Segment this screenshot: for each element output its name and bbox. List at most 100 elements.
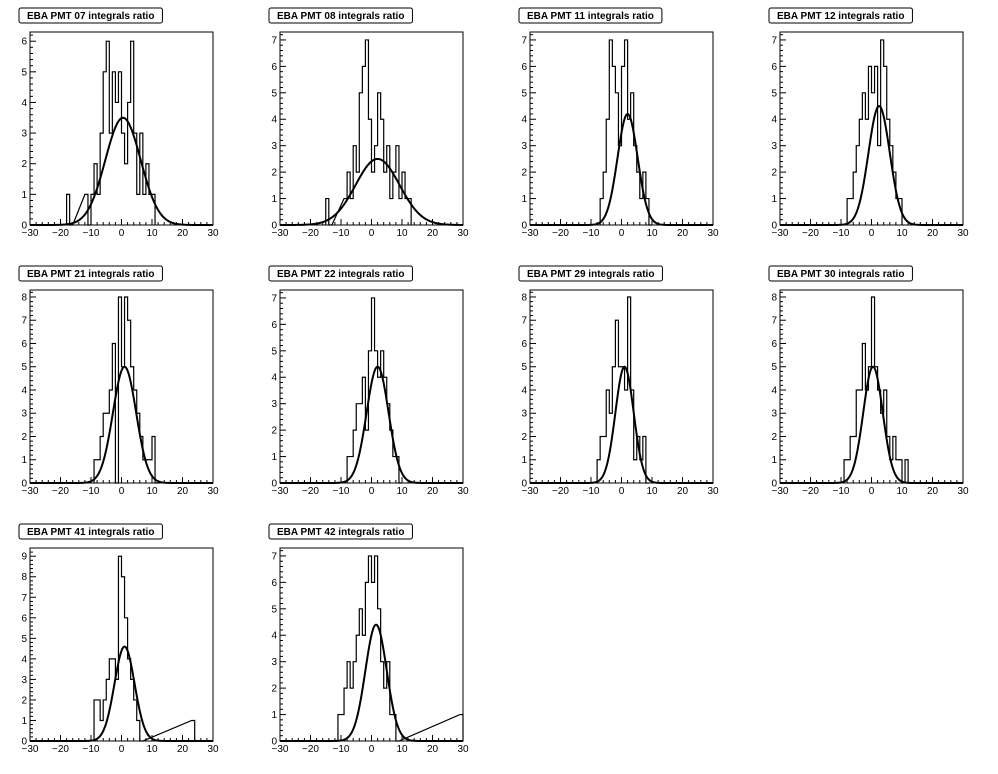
x-tick-label: 20 [927, 228, 939, 239]
y-tick-label: 6 [521, 339, 527, 350]
histogram-bin [350, 457, 353, 483]
x-tick-label: −20 [52, 744, 69, 755]
x-tick-label: −30 [772, 486, 789, 497]
y-tick-label: 2 [771, 168, 777, 179]
panel-title-box [18, 523, 163, 540]
x-tick-label: −10 [333, 228, 350, 239]
x-tick-label: −10 [583, 486, 600, 497]
histogram-panel: EBA PMT 42 integrals ratio−30 −20 −10 0 10 20… [268, 523, 469, 755]
y-tick-label: 4 [521, 385, 527, 396]
y-tick-label: 6 [21, 339, 27, 350]
x-tick-label: −30 [522, 228, 539, 239]
x-tick-label: −30 [522, 486, 539, 497]
y-tick-label: 1 [271, 194, 277, 205]
histogram-panel: EBA PMT 08 integrals ratio−30 −20 −10 0 10 20… [268, 7, 469, 239]
y-tick-label: 8 [21, 572, 27, 583]
y-tick-label: 6 [21, 613, 27, 624]
y-tick-label: 4 [271, 115, 277, 126]
panel-title-box [18, 7, 163, 24]
x-tick-label: 20 [427, 228, 439, 239]
x-tick-label: −10 [83, 744, 100, 755]
histogram-bin [405, 199, 408, 225]
y-tick-label: 3 [271, 141, 277, 152]
x-tick-label: −10 [833, 228, 850, 239]
x-tick-label: 30 [707, 486, 719, 497]
histogram-bin [384, 172, 387, 225]
histogram-panel: EBA PMT 29 integrals ratio−30 −20 −10 0 10 20… [518, 265, 719, 497]
x-tick-label: 20 [927, 486, 939, 497]
histogram-bin [137, 194, 140, 225]
x-tick-label: 10 [146, 486, 158, 497]
x-tick-label: −20 [302, 228, 319, 239]
x-tick-label: −20 [302, 744, 319, 755]
x-tick-label: 0 [369, 744, 375, 755]
y-tick-label: 3 [21, 129, 27, 140]
histogram-outline [846, 39, 903, 225]
x-tick-label: 10 [146, 744, 158, 755]
y-tick-label: 2 [271, 168, 277, 179]
histogram-bin [640, 199, 643, 225]
x-tick-label: 30 [207, 228, 219, 239]
x-tick-label: −10 [83, 486, 100, 497]
histogram-panel: EBA PMT 41 integrals ratio−30 −20 −10 0 10 20… [18, 523, 219, 755]
histogram-bin [378, 377, 381, 483]
panel-title-box [268, 265, 413, 282]
histogram-outline [596, 296, 649, 484]
x-tick-label: −30 [272, 744, 289, 755]
y-tick-label: 5 [771, 362, 777, 373]
x-tick-label: −20 [302, 486, 319, 497]
x-tick-label: 30 [957, 486, 969, 497]
panel-title: EBA PMT 11 integrals ratio [527, 11, 654, 22]
y-tick-label: 0 [271, 221, 277, 232]
x-tick-label: 20 [677, 486, 689, 497]
panel-title: EBA PMT 29 integrals ratio [527, 269, 654, 280]
y-tick-label: 3 [271, 657, 277, 668]
x-tick-label: −20 [552, 228, 569, 239]
y-tick-label: 5 [521, 362, 527, 373]
y-tick-label: 0 [521, 221, 527, 232]
y-tick-label: 1 [21, 716, 27, 727]
y-tick-label: 2 [521, 432, 527, 443]
histogram-panel: EBA PMT 07 integrals ratio−30 −20 −10 0 10 20… [18, 7, 219, 239]
histogram-bin [390, 199, 393, 225]
x-tick-label: −10 [83, 228, 100, 239]
x-tick-label: −20 [802, 228, 819, 239]
histogram-bin [878, 146, 881, 225]
histogram-outline [66, 40, 156, 226]
histogram-bin [881, 413, 884, 483]
x-tick-label: 20 [427, 486, 439, 497]
histogram-bin [618, 146, 621, 225]
x-tick-label: 0 [369, 486, 375, 497]
x-tick-label: 30 [457, 486, 469, 497]
y-tick-label: 8 [771, 292, 777, 303]
x-tick-label: 0 [869, 486, 875, 497]
gaussian-fit-curve [780, 365, 963, 484]
y-tick-label: 7 [771, 35, 777, 46]
y-tick-label: 6 [771, 62, 777, 73]
panel-title-box [768, 7, 913, 24]
panel-title-box [268, 523, 413, 540]
histogram-bin [393, 457, 396, 483]
x-tick-label: −30 [22, 744, 39, 755]
gaussian-fit-curve [280, 365, 463, 484]
y-tick-label: 1 [271, 452, 277, 463]
x-tick-label: −30 [272, 228, 289, 239]
histogram-bin [625, 390, 628, 483]
x-tick-label: 10 [896, 228, 908, 239]
panel-title-box [518, 7, 663, 24]
x-tick-label: 30 [457, 228, 469, 239]
y-tick-label: 7 [771, 316, 777, 327]
panel-title-box [268, 7, 413, 24]
y-tick-label: 0 [771, 221, 777, 232]
y-tick-label: 9 [21, 552, 27, 563]
y-tick-label: 5 [21, 362, 27, 373]
y-tick-label: 5 [271, 604, 277, 615]
y-tick-label: 0 [21, 221, 27, 232]
histogram-bin [115, 679, 118, 741]
y-tick-label: 1 [771, 455, 777, 466]
x-tick-label: 20 [177, 486, 189, 497]
histogram-bin [125, 164, 128, 225]
panel-title-box [768, 265, 913, 282]
x-tick-label: 10 [646, 486, 658, 497]
